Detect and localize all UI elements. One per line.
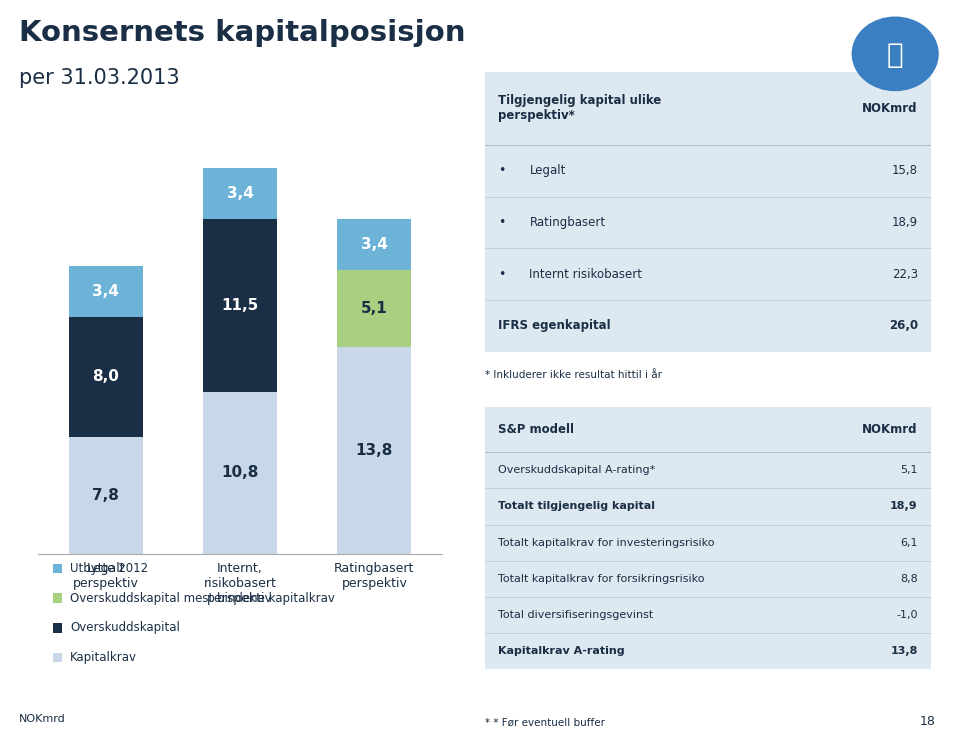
Text: NOKmrd: NOKmrd bbox=[862, 423, 918, 436]
Text: 3,4: 3,4 bbox=[227, 186, 253, 201]
Text: 10,8: 10,8 bbox=[222, 465, 258, 480]
Text: per 31.03.2013: per 31.03.2013 bbox=[19, 68, 180, 88]
Text: S&P modell: S&P modell bbox=[498, 423, 574, 436]
Text: 13,8: 13,8 bbox=[356, 443, 393, 458]
Text: Totalt kapitalkrav for forsikringsrisiko: Totalt kapitalkrav for forsikringsrisiko bbox=[498, 574, 705, 583]
Circle shape bbox=[852, 17, 938, 91]
Text: NOKmrd: NOKmrd bbox=[19, 715, 66, 724]
Text: ⛷: ⛷ bbox=[887, 42, 903, 69]
Text: 15,8: 15,8 bbox=[892, 164, 918, 177]
Text: Totalt tilgjengelig kapital: Totalt tilgjengelig kapital bbox=[498, 502, 655, 511]
Bar bbox=[203, 392, 276, 554]
Text: 5,1: 5,1 bbox=[900, 465, 918, 476]
Text: NOKmrd: NOKmrd bbox=[862, 102, 918, 114]
Bar bbox=[69, 266, 142, 317]
Text: 18,9: 18,9 bbox=[890, 502, 918, 511]
Text: Overskuddskapital mest bindene kapitalkrav: Overskuddskapital mest bindene kapitalkr… bbox=[70, 591, 335, 605]
Bar bbox=[337, 219, 411, 270]
Bar bbox=[69, 317, 142, 437]
Text: Internt risikobasert: Internt risikobasert bbox=[530, 267, 642, 281]
Text: Total diversifiseringsgevinst: Total diversifiseringsgevinst bbox=[498, 609, 654, 620]
Text: Konsernets kapitalposisjon: Konsernets kapitalposisjon bbox=[19, 19, 466, 47]
Bar bbox=[69, 437, 142, 554]
Text: •: • bbox=[498, 267, 506, 281]
Text: 18,9: 18,9 bbox=[892, 216, 918, 229]
FancyBboxPatch shape bbox=[485, 406, 931, 669]
Text: 8,0: 8,0 bbox=[92, 369, 119, 384]
Bar bbox=[337, 270, 411, 347]
Text: Totalt kapitalkrav for investeringsrisiko: Totalt kapitalkrav for investeringsrisik… bbox=[498, 537, 714, 548]
Text: IFRS egenkapital: IFRS egenkapital bbox=[498, 319, 611, 332]
Bar bbox=[203, 219, 276, 392]
Bar bbox=[203, 168, 276, 219]
Text: 7,8: 7,8 bbox=[92, 487, 119, 502]
Text: 3,4: 3,4 bbox=[361, 237, 388, 252]
Text: •: • bbox=[498, 164, 506, 177]
Text: Tilgjengelig kapital ulike
perspektiv*: Tilgjengelig kapital ulike perspektiv* bbox=[498, 94, 661, 122]
Text: 18: 18 bbox=[920, 716, 936, 728]
Text: * * Før eventuell buffer: * * Før eventuell buffer bbox=[485, 718, 605, 728]
Text: Kapitalkrav: Kapitalkrav bbox=[70, 651, 137, 664]
Text: * Inkluderer ikke resultat hittil i år: * Inkluderer ikke resultat hittil i år bbox=[485, 370, 661, 380]
Text: Overskuddskapital A-rating*: Overskuddskapital A-rating* bbox=[498, 465, 656, 476]
Text: -1,0: -1,0 bbox=[897, 609, 918, 620]
FancyBboxPatch shape bbox=[485, 71, 931, 352]
Text: Kapitalkrav A-rating: Kapitalkrav A-rating bbox=[498, 646, 625, 655]
Text: Utbytte 2012: Utbytte 2012 bbox=[70, 562, 148, 575]
Text: 3,4: 3,4 bbox=[92, 284, 119, 299]
Text: 22,3: 22,3 bbox=[892, 267, 918, 281]
Bar bbox=[337, 347, 411, 554]
Text: Overskuddskapital: Overskuddskapital bbox=[70, 621, 180, 635]
Text: Legalt: Legalt bbox=[530, 164, 565, 177]
Text: •: • bbox=[498, 216, 506, 229]
Text: 8,8: 8,8 bbox=[900, 574, 918, 583]
Text: 26,0: 26,0 bbox=[889, 319, 918, 332]
Text: 13,8: 13,8 bbox=[891, 646, 918, 655]
Text: 5,1: 5,1 bbox=[361, 301, 388, 316]
Text: 11,5: 11,5 bbox=[222, 298, 258, 313]
Text: Ratingbasert: Ratingbasert bbox=[530, 216, 606, 229]
Text: 6,1: 6,1 bbox=[900, 537, 918, 548]
